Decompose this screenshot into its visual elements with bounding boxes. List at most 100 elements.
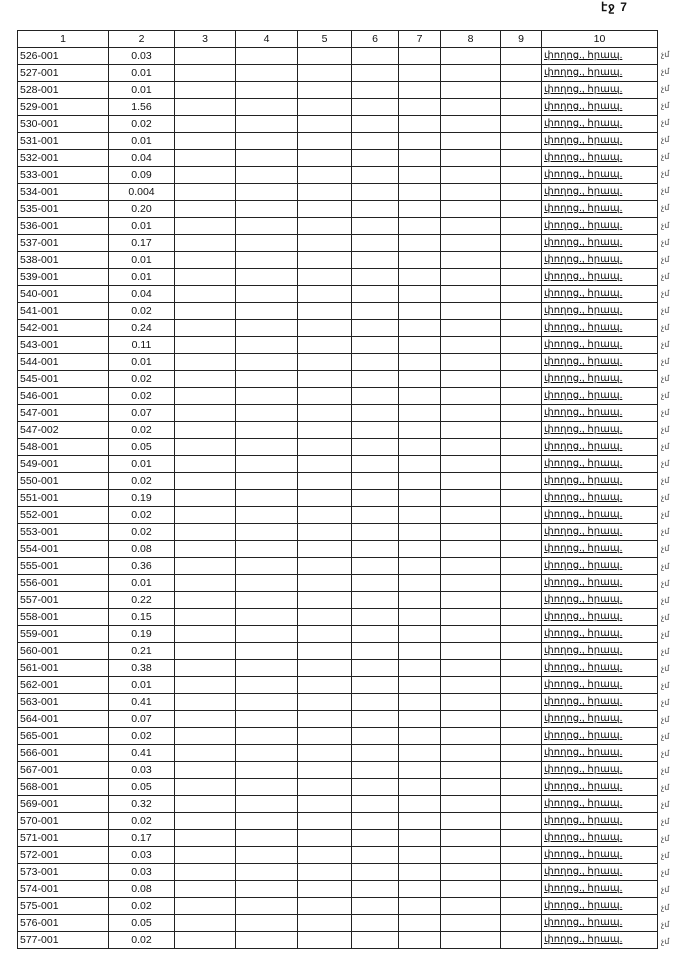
empty-cell — [235, 812, 298, 830]
table-row: 535-001 0.20 փողոց., հրապ. — [17, 200, 658, 218]
parcel-id: 563-001 — [17, 693, 109, 711]
empty-cell — [351, 710, 399, 728]
empty-cell — [440, 914, 501, 932]
empty-cell — [351, 506, 399, 524]
area-value: 0.04 — [108, 285, 175, 303]
table-row: 528-001 0.01 փողոց., հրապ. — [17, 81, 658, 99]
empty-cell — [297, 166, 352, 184]
empty-cell — [398, 472, 441, 490]
empty-cell — [500, 574, 542, 592]
empty-cell — [500, 404, 542, 422]
empty-cell — [398, 829, 441, 847]
empty-cell — [351, 149, 399, 167]
empty-cell — [398, 931, 441, 949]
empty-cell — [500, 608, 542, 626]
empty-cell — [398, 778, 441, 796]
table-row: 562-001 0.01 փողոց., հրապ. — [17, 676, 658, 694]
empty-cell — [297, 285, 352, 303]
empty-cell — [398, 47, 441, 65]
column-header: 5 — [297, 30, 352, 48]
empty-cell — [297, 149, 352, 167]
land-use-note: փողոց., հրապ. — [541, 81, 658, 99]
area-value: 0.07 — [108, 710, 175, 728]
area-value: 0.32 — [108, 795, 175, 813]
area-value: 0.02 — [108, 370, 175, 388]
empty-cell — [297, 659, 352, 677]
empty-cell — [235, 574, 298, 592]
parcel-id: 558-001 — [17, 608, 109, 626]
area-value: 0.04 — [108, 149, 175, 167]
table-row: 554-001 0.08 փողոց., հրապ. — [17, 540, 658, 558]
empty-cell — [351, 744, 399, 762]
side-mark: չմ — [661, 680, 670, 690]
parcel-id: 554-001 — [17, 540, 109, 558]
empty-cell — [174, 268, 236, 286]
area-value: 0.22 — [108, 591, 175, 609]
empty-cell — [440, 421, 501, 439]
side-mark: չմ — [661, 391, 670, 400]
empty-cell — [398, 166, 441, 184]
empty-cell — [174, 370, 236, 388]
table-row: 530-001 0.02 փողոց., հրապ. — [17, 115, 658, 133]
column-header: 2 — [108, 30, 175, 48]
empty-cell — [297, 472, 352, 490]
empty-cell — [351, 897, 399, 915]
parcel-id: 570-001 — [17, 812, 109, 830]
empty-cell — [440, 778, 501, 796]
empty-cell — [297, 421, 352, 439]
empty-cell — [174, 914, 236, 932]
table-row: 556-001 0.01 փողոց., հրապ. — [17, 574, 658, 592]
empty-cell — [398, 285, 441, 303]
side-mark: չմ — [661, 237, 670, 247]
empty-cell — [500, 812, 542, 830]
empty-cell — [500, 710, 542, 728]
area-value: 0.21 — [108, 642, 175, 660]
parcel-id: 564-001 — [17, 710, 109, 728]
side-mark: չմ — [661, 595, 670, 605]
empty-cell — [500, 914, 542, 932]
empty-cell — [351, 455, 399, 473]
side-mark: չմ — [661, 203, 670, 213]
empty-cell — [440, 897, 501, 915]
empty-cell — [174, 47, 236, 65]
parcel-id: 541-001 — [17, 302, 109, 320]
parcel-id: 530-001 — [17, 115, 109, 133]
empty-cell — [440, 591, 501, 609]
empty-cell — [351, 795, 399, 813]
table-row: 567-001 0.03 փողոց., հրապ. — [17, 761, 658, 779]
land-use-note: փողոց., հրապ. — [541, 285, 658, 303]
parcel-id: 533-001 — [17, 166, 109, 184]
empty-cell — [351, 251, 399, 269]
empty-cell — [297, 574, 352, 592]
column-header: 7 — [398, 30, 441, 48]
empty-cell — [297, 353, 352, 371]
empty-cell — [398, 149, 441, 167]
empty-cell — [398, 795, 441, 813]
empty-cell — [440, 370, 501, 388]
land-use-note: փողոց., հրապ. — [541, 489, 658, 507]
side-mark: չմ — [661, 67, 670, 77]
area-value: 0.02 — [108, 387, 175, 405]
empty-cell — [174, 166, 236, 184]
empty-cell — [235, 506, 298, 524]
empty-cell — [235, 914, 298, 932]
empty-cell — [235, 81, 298, 99]
land-use-note: փողոց., հրապ. — [541, 557, 658, 575]
side-mark: չմ — [661, 322, 670, 332]
empty-cell — [440, 659, 501, 677]
empty-cell — [297, 115, 352, 133]
empty-cell — [351, 302, 399, 320]
empty-cell — [174, 812, 236, 830]
empty-cell — [351, 353, 399, 371]
table-row: 564-001 0.07 փողոց., հրապ. — [17, 710, 658, 728]
area-value: 0.24 — [108, 319, 175, 337]
area-value: 0.05 — [108, 914, 175, 932]
land-use-note: փողոց., հրապ. — [541, 183, 658, 201]
empty-cell — [235, 829, 298, 847]
land-use-note: փողոց., հրապ. — [541, 200, 658, 218]
empty-cell — [500, 251, 542, 269]
empty-cell — [500, 149, 542, 167]
side-mark: չմ — [661, 152, 670, 162]
empty-cell — [174, 591, 236, 609]
table-row: 574-001 0.08 փողոց., հրապ. — [17, 880, 658, 898]
